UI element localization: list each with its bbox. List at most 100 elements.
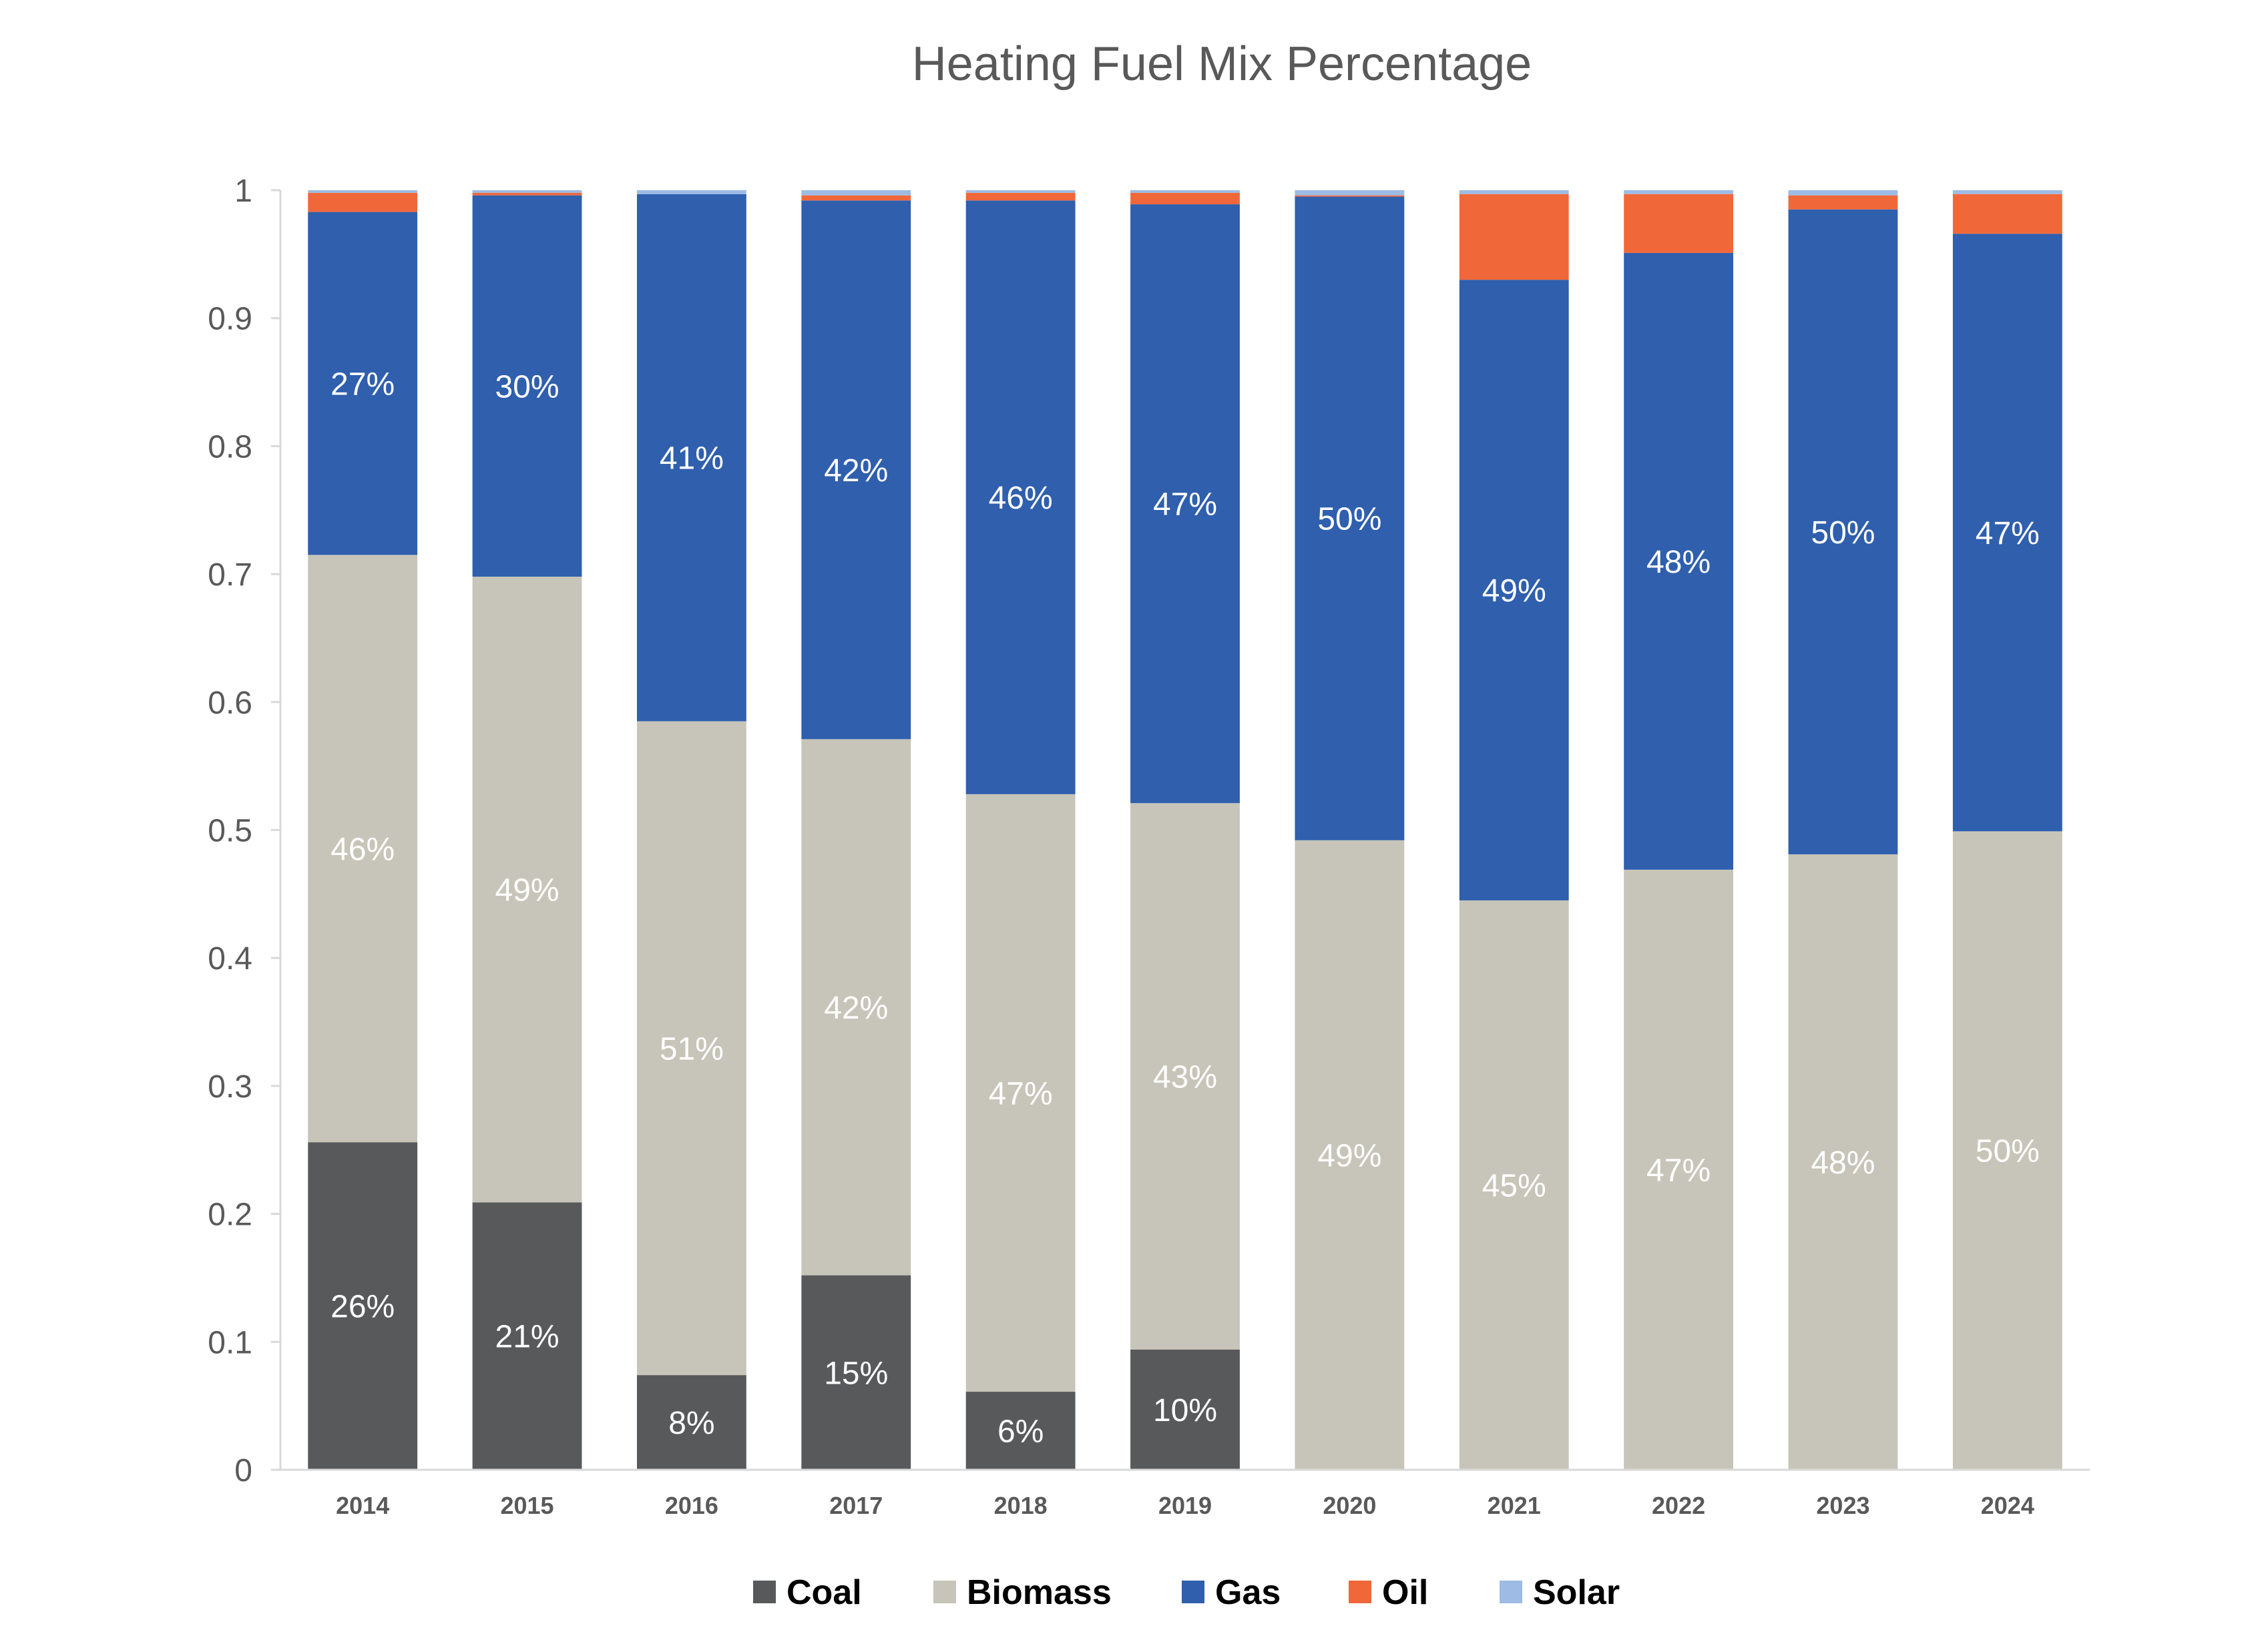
y-tick-label: 0.5 (208, 814, 252, 849)
legend-label-coal: Coal (787, 1573, 862, 1612)
bar-oil-2024 (1952, 194, 2062, 234)
data-label-gas-2023: 50% (1811, 515, 1875, 551)
x-tick-label: 2019 (1158, 1492, 1212, 1519)
bar-oil-2017 (801, 195, 911, 201)
bar-solar-2023 (1788, 190, 1898, 196)
bar-gas-2019 (1130, 204, 1240, 804)
y-tick-label: 0.4 (208, 941, 252, 977)
data-label-gas-2018: 46% (989, 481, 1053, 516)
data-label-coal-2015: 21% (495, 1320, 559, 1355)
x-tick-label: 2018 (994, 1492, 1048, 1519)
bar-gas-2022 (1624, 252, 1734, 870)
bar-coal-2018 (965, 1392, 1076, 1470)
y-tick-label: 0.6 (208, 685, 252, 721)
x-tick-label: 2017 (829, 1492, 883, 1519)
y-tick-label: 0.7 (208, 557, 252, 593)
legend-label-biomass: Biomass (967, 1573, 1112, 1612)
y-tick-label: 0 (234, 1453, 252, 1488)
bar-gas-2014 (308, 212, 418, 555)
bar-oil-2021 (1459, 194, 1569, 280)
bar-coal-2015 (472, 1202, 582, 1470)
x-tick-label: 2014 (336, 1492, 389, 1519)
bar-oil-2023 (1788, 195, 1898, 210)
legend-swatch-oil (1349, 1581, 1371, 1603)
bar-biomass-2018 (965, 794, 1076, 1392)
bar-biomass-2020 (1295, 840, 1405, 1470)
bar-biomass-2023 (1788, 854, 1898, 1470)
data-label-coal-2017: 15% (824, 1356, 888, 1391)
data-label-biomass-2022: 47% (1646, 1153, 1711, 1188)
legend: Coal Biomass Gas Oil Solar (753, 1573, 1620, 1612)
x-tick-label: 2015 (500, 1492, 553, 1519)
bar-coal-2016 (636, 1375, 746, 1470)
legend-label-oil: Oil (1382, 1573, 1428, 1612)
data-label-coal-2018: 6% (997, 1414, 1044, 1450)
bar-series-group (308, 190, 2062, 1470)
x-tick-label: 2020 (1323, 1492, 1376, 1519)
bar-oil-2014 (308, 192, 418, 212)
data-label-biomass-2015: 49% (495, 873, 559, 908)
data-label-biomass-2017: 42% (824, 991, 888, 1026)
data-label-coal-2016: 8% (668, 1406, 714, 1441)
data-label-gas-2024: 47% (1976, 516, 2040, 551)
bar-solar-2018 (965, 190, 1076, 193)
legend-label-solar: Solar (1533, 1573, 1620, 1612)
y-tick-label: 0.9 (208, 302, 252, 337)
data-label-biomass-2014: 46% (330, 832, 395, 867)
bar-gas-2020 (1295, 196, 1405, 840)
bar-solar-2017 (801, 190, 911, 196)
bar-solar-2014 (308, 190, 418, 193)
legend-label-gas: Gas (1215, 1573, 1281, 1612)
data-label-gas-2016: 41% (660, 441, 724, 477)
data-label-gas-2020: 50% (1317, 502, 1381, 537)
x-tick-label: 2022 (1652, 1492, 1705, 1519)
bar-gas-2017 (801, 200, 911, 740)
bar-solar-2020 (1295, 190, 1405, 196)
bar-solar-2015 (472, 190, 582, 193)
bar-oil-2020 (1295, 195, 1405, 197)
bar-solar-2016 (636, 190, 746, 194)
data-label-gas-2019: 47% (1153, 487, 1217, 523)
bar-coal-2014 (308, 1142, 418, 1470)
legend-swatch-solar (1500, 1581, 1522, 1603)
data-label-biomass-2023: 48% (1811, 1145, 1875, 1181)
legend-swatch-gas (1182, 1581, 1204, 1603)
bar-oil-2022 (1624, 194, 1734, 253)
bar-oil-2015 (472, 192, 582, 196)
bar-gas-2021 (1459, 280, 1569, 900)
x-tick-label: 2021 (1488, 1492, 1541, 1519)
chart-title: Heating Fuel Mix Percentage (912, 37, 1532, 91)
bar-solar-2019 (1130, 190, 1240, 193)
y-tick-label: 0.3 (208, 1069, 252, 1105)
data-label-biomass-2018: 47% (989, 1076, 1053, 1111)
bar-biomass-2017 (801, 739, 911, 1276)
bar-solar-2024 (1952, 190, 2062, 194)
bar-gas-2023 (1788, 209, 1898, 854)
bar-biomass-2016 (636, 721, 746, 1376)
legend-swatch-biomass (933, 1581, 956, 1603)
bar-oil-2019 (1130, 192, 1240, 205)
bar-solar-2021 (1459, 190, 1569, 194)
data-label-biomass-2016: 51% (660, 1031, 724, 1067)
data-label-coal-2014: 26% (330, 1290, 395, 1325)
bar-gas-2016 (636, 194, 746, 722)
x-axis: 2014 2015 2016 2017 2018 2019 2020 2021 2022 2023… (280, 1468, 2090, 1519)
data-label-gas-2014: 27% (330, 366, 395, 402)
data-labels-group: 26% 46% 27% 21% 49% 30% 8% 51% 41% 15% 42% 42% 6% 47%… (330, 366, 2040, 1449)
x-tick-label: 2016 (665, 1492, 718, 1519)
bar-biomass-2019 (1130, 803, 1240, 1350)
legend-swatch-coal (753, 1581, 776, 1603)
data-label-coal-2019: 10% (1153, 1393, 1217, 1428)
bar-biomass-2015 (472, 576, 582, 1203)
bar-coal-2017 (801, 1275, 911, 1470)
data-label-biomass-2019: 43% (1153, 1060, 1217, 1095)
bar-biomass-2024 (1952, 831, 2062, 1470)
y-axis: 0 0.1 0.2 0.3 0.4 0.5 0.6 0.7 0.8 0.9 1 (208, 174, 282, 1488)
bar-solar-2022 (1624, 190, 1734, 194)
bar-gas-2024 (1952, 234, 2062, 832)
bar-gas-2015 (472, 195, 582, 577)
bar-biomass-2021 (1459, 900, 1569, 1470)
data-label-gas-2022: 48% (1646, 545, 1711, 580)
x-tick-label: 2023 (1816, 1492, 1869, 1519)
